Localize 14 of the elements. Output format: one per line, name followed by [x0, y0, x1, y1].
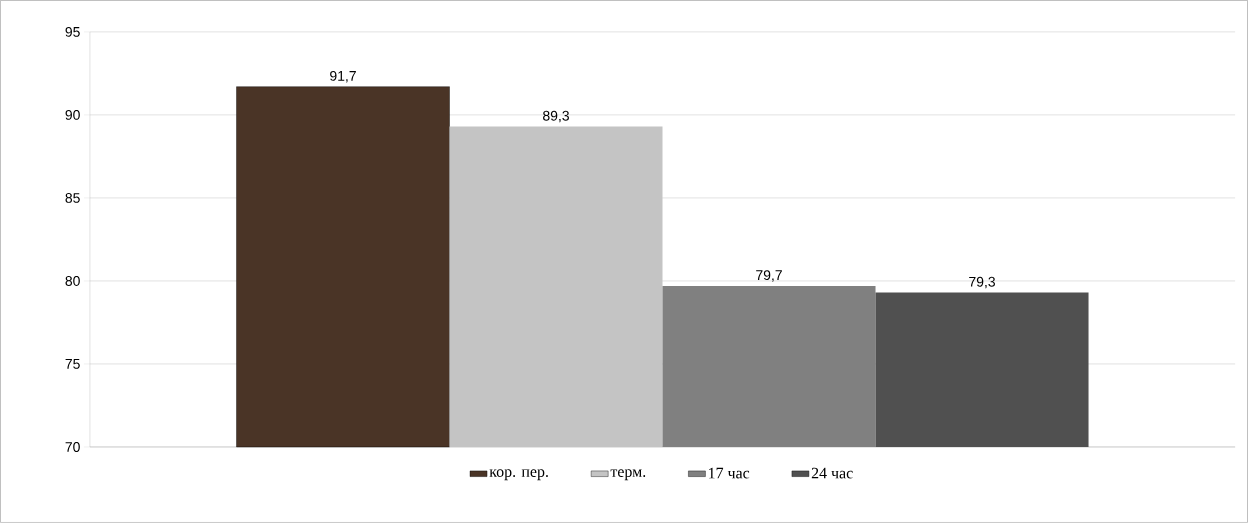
- data-label: 89,3: [543, 110, 569, 123]
- y-tick-label: 90: [65, 110, 80, 120]
- y-tick-label: 85: [65, 193, 80, 203]
- data-label: 91,7: [330, 71, 356, 83]
- legend-label: 24 час: [811, 467, 853, 479]
- y-tick-label: 80: [65, 276, 80, 286]
- data-label: 79,7: [756, 270, 782, 282]
- legend-label: 17 час: [709, 467, 750, 479]
- y-tick-label: 70: [65, 442, 80, 452]
- legend-label: терм.: [610, 469, 646, 481]
- y-tick-label: 75: [65, 359, 80, 369]
- y-tick-label: 95: [65, 27, 80, 37]
- legend-label: кор. пер.: [489, 469, 548, 481]
- data-label: 79,3: [969, 276, 995, 289]
